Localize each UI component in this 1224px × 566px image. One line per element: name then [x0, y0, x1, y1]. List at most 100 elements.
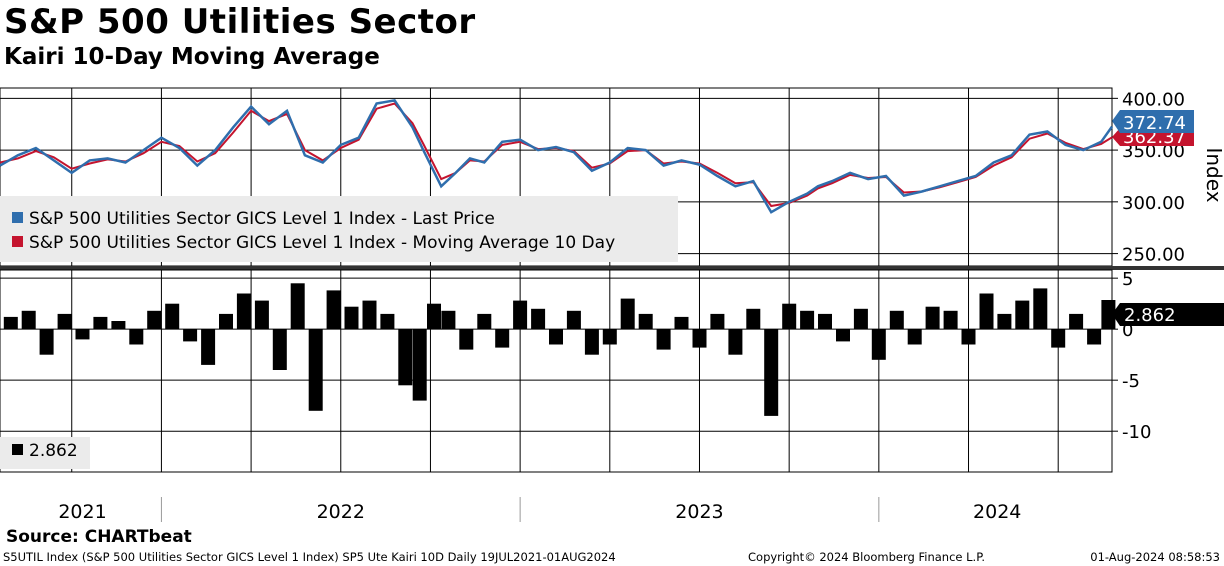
kairi-bar-43 — [764, 329, 779, 416]
source-note: Source: CHARTbeat — [6, 527, 192, 547]
kairi-value-badge: 2.862 — [1112, 303, 1224, 326]
kairi-bar-31 — [549, 329, 563, 345]
kairi-tick-label-2: -5 — [1122, 371, 1140, 392]
x-axis: 2021 2022 2023 2024 — [58, 497, 1021, 523]
kairi-bar-52 — [925, 306, 940, 330]
kairi-bar-10 — [183, 329, 198, 342]
last-price-value: 372.74 — [1123, 113, 1186, 134]
price-tick-label-0: 400.00 — [1122, 89, 1185, 110]
kairi-bar-57 — [1015, 300, 1030, 330]
kairi-bar-6 — [111, 321, 126, 330]
legend-swatch-kairi — [12, 444, 23, 455]
kairi-bar-16 — [290, 283, 305, 330]
kairi-bar-29 — [513, 300, 528, 330]
last-price-badge: 372.74 — [1112, 110, 1194, 134]
kairi-bar-9 — [165, 303, 180, 330]
footer-description: S5UTIL Index (S&P 500 Utilities Sector G… — [3, 550, 616, 564]
kairi-value: 2.862 — [1124, 305, 1176, 326]
kairi-bar-3 — [57, 313, 72, 330]
kairi-bar-22 — [398, 329, 413, 386]
kairi-bar-15 — [272, 329, 287, 370]
kairi-bar-11 — [201, 329, 216, 365]
kairi-bar-41 — [728, 329, 743, 355]
kairi-bar-61 — [1087, 329, 1102, 345]
kairi-axis: 5 0 -5 -10 — [1112, 269, 1151, 443]
kairi-bar-54 — [961, 329, 976, 345]
x-tick-label-2: 2023 — [675, 501, 723, 523]
legend-moving-average: S&P 500 Utilities Sector GICS Level 1 In… — [29, 233, 615, 253]
kairi-bar-44 — [782, 303, 797, 330]
kairi-bar-21 — [380, 313, 395, 330]
price-axis-label: Index — [1202, 147, 1224, 202]
kairi-bar-49 — [871, 329, 886, 360]
kairi-bar-39 — [692, 329, 707, 348]
price-tick-label-3: 250.00 — [1122, 245, 1185, 266]
kairi-bar-60 — [1069, 313, 1084, 330]
kairi-bar-53 — [943, 310, 958, 330]
price-axis: 400.00 350.00 300.00 250.00 — [1112, 89, 1185, 266]
kairi-bars — [3, 283, 1116, 416]
kairi-bar-62 — [1101, 300, 1116, 330]
kairi-bar-51 — [907, 329, 922, 345]
kairi-bar-56 — [997, 313, 1012, 330]
price-tick-label-2: 300.00 — [1122, 193, 1185, 214]
footer-timestamp: 01-Aug-2024 08:58:53 — [1090, 550, 1220, 564]
kairi-bar-33 — [584, 329, 599, 355]
kairi-bar-30 — [531, 308, 546, 330]
kairi-bar-27 — [477, 313, 492, 330]
kairi-bar-1 — [21, 310, 36, 330]
kairi-bar-18 — [326, 290, 341, 330]
last-price-line — [0, 99, 1114, 214]
x-tick-label-3: 2024 — [973, 501, 1021, 523]
kairi-bar-35 — [620, 298, 635, 330]
price-tick-label-1: 350.00 — [1122, 141, 1185, 162]
kairi-bar-12 — [219, 313, 233, 330]
kairi-tick-label-3: -10 — [1122, 422, 1151, 443]
kairi-bar-20 — [362, 300, 377, 330]
legend-swatch-last-price — [12, 212, 23, 223]
legend-kairi: 2.862 — [29, 441, 78, 461]
footer-copyright: Copyright© 2024 Bloomberg Finance L.P. — [748, 550, 985, 564]
kairi-bar-42 — [746, 308, 761, 330]
kairi-bar-17 — [308, 329, 323, 411]
kairi-bar-50 — [889, 310, 904, 330]
kairi-bar-59 — [1051, 329, 1066, 348]
kairi-bar-38 — [674, 316, 689, 330]
kairi-bar-28 — [495, 329, 510, 348]
kairi-bar-8 — [147, 310, 162, 330]
kairi-bar-34 — [602, 329, 617, 345]
kairi-bar-13 — [236, 293, 251, 330]
x-tick-label-0: 2021 — [58, 501, 106, 523]
kairi-bar-40 — [710, 313, 725, 330]
kairi-panel-frame — [0, 269, 1113, 473]
kairi-bar-19 — [344, 306, 359, 330]
legend-swatch-moving-average — [12, 236, 23, 247]
panel-separator — [0, 266, 1224, 270]
kairi-bar-5 — [93, 316, 108, 330]
kairi-bar-37 — [656, 329, 671, 350]
kairi-bar-14 — [254, 300, 269, 330]
chart-subtitle: Kairi 10-Day Moving Average — [4, 44, 380, 70]
kairi-bar-32 — [566, 310, 581, 330]
kairi-bar-0 — [3, 316, 18, 330]
kairi-tick-label-0: 5 — [1122, 269, 1133, 290]
kairi-bar-45 — [800, 310, 815, 330]
kairi-tick-label-1: 0 — [1122, 320, 1133, 341]
kairi-bar-4 — [75, 329, 90, 340]
moving-average-line — [0, 102, 1113, 208]
legend-last-price: S&P 500 Utilities Sector GICS Level 1 In… — [29, 209, 495, 229]
kairi-bar-48 — [853, 308, 868, 330]
price-legend-box — [0, 196, 678, 262]
kairi-bar-47 — [836, 329, 850, 342]
kairi-bar-36 — [638, 313, 653, 330]
kairi-bar-46 — [818, 313, 832, 330]
kairi-bar-55 — [979, 293, 994, 330]
x-tick-label-1: 2022 — [317, 501, 365, 523]
kairi-bar-25 — [441, 310, 456, 330]
kairi-bar-24 — [427, 303, 441, 330]
kairi-bar-23 — [412, 329, 427, 401]
kairi-bar-2 — [39, 329, 54, 355]
kairi-bar-26 — [459, 329, 474, 350]
kairi-bar-7 — [129, 329, 144, 345]
